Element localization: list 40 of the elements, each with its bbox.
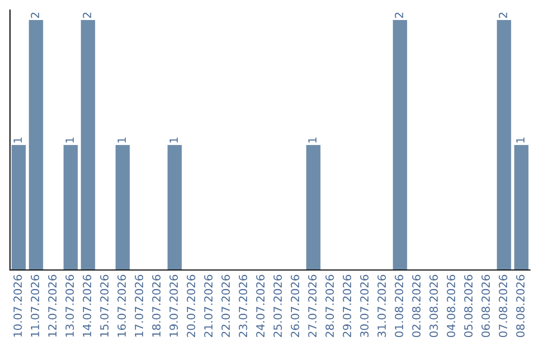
data-label: 1: [516, 138, 524, 142]
x-tick-label: 15.07.2026: [100, 274, 109, 337]
x-tick-label: 21.07.2026: [204, 274, 213, 337]
data-label: 1: [118, 138, 126, 142]
x-tick-label: 27.07.2026: [308, 274, 317, 337]
data-label: 1: [170, 138, 178, 142]
x-tick-label: 22.07.2026: [221, 274, 230, 337]
x-tick-label: 29.07.2026: [342, 274, 352, 337]
x-tick-label: 04.08.2026: [446, 274, 456, 338]
x-tick-label: 05.08.2026: [464, 274, 473, 338]
x-tick-label: 16.07.2026: [117, 274, 126, 337]
x-tick-label: 02.08.2026: [412, 274, 421, 338]
x-tick-label: 28.07.2026: [325, 274, 334, 337]
x-tick-label: 01.08.2026: [394, 274, 404, 338]
data-label: 2: [82, 12, 92, 18]
data-label: 1: [14, 138, 22, 142]
data-label: 2: [30, 12, 40, 18]
x-tick-label: 14.07.2026: [82, 274, 92, 337]
data-label: 1: [308, 138, 316, 142]
x-tick-label: 26.07.2026: [290, 274, 300, 337]
data-label: 2: [394, 12, 404, 18]
x-tick-label: 10.07.2026: [13, 274, 22, 337]
x-tick-label: 18.07.2026: [152, 274, 161, 337]
x-tick-label: 07.08.2026: [498, 274, 508, 338]
x-tick-label: 24.07.2026: [256, 274, 265, 337]
x-tick-label: 20.07.2026: [186, 274, 196, 337]
x-tick-label: 06.08.2026: [481, 274, 490, 338]
x-tick-label: 23.07.2026: [238, 274, 248, 337]
x-tick-label: 31.07.2026: [377, 274, 386, 337]
x-tick-label: 13.07.2026: [65, 274, 74, 337]
x-tick-label: 30.07.2026: [360, 274, 369, 337]
x-tick-label: 17.07.2026: [134, 274, 144, 337]
x-tick-label: 11.07.2026: [30, 274, 40, 337]
x-tick-label: 25.07.2026: [273, 274, 282, 337]
data-label: 1: [66, 138, 74, 142]
data-label: 2: [498, 12, 508, 18]
x-tick-label: 12.07.2026: [48, 274, 57, 337]
x-tick-label: 03.08.2026: [429, 274, 438, 338]
x-tick-label: 08.08.2026: [516, 274, 525, 338]
x-tick-label: 19.07.2026: [169, 274, 178, 337]
